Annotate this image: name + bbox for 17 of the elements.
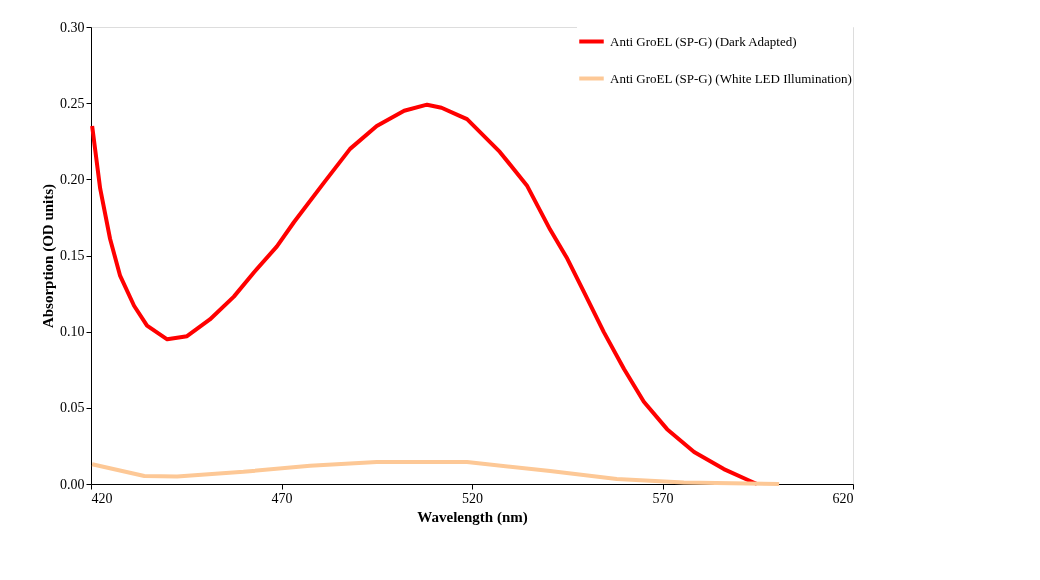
x-tick-label: 420 (91, 490, 113, 506)
x-tick-label: 620 (832, 490, 854, 506)
y-tick-label: 0.30 (60, 19, 85, 35)
y-axis-title: Absorption (OD units) (40, 183, 57, 329)
legend-label: Anti GroEL (SP-G) (Dark Adapted) (610, 33, 797, 49)
line-series (90, 460, 782, 486)
y-tick-label: 0.20 (60, 171, 85, 187)
y-tick-label: 0.25 (60, 95, 85, 111)
x-axis-title: Wavelength (nm) (417, 508, 528, 526)
legend-label: Anti GroEL (SP-G) (White LED Illumination) (610, 70, 852, 86)
x-tick-label: 520 (462, 490, 483, 506)
x-tick-label: 570 (652, 490, 674, 506)
y-tick-label: 0.15 (60, 248, 85, 263)
y-tick-label: 0.10 (60, 324, 85, 340)
y-tick-label: 0.00 (60, 476, 85, 492)
x-tick-label: 470 (271, 490, 293, 506)
y-tick-label: 0.05 (60, 400, 85, 416)
